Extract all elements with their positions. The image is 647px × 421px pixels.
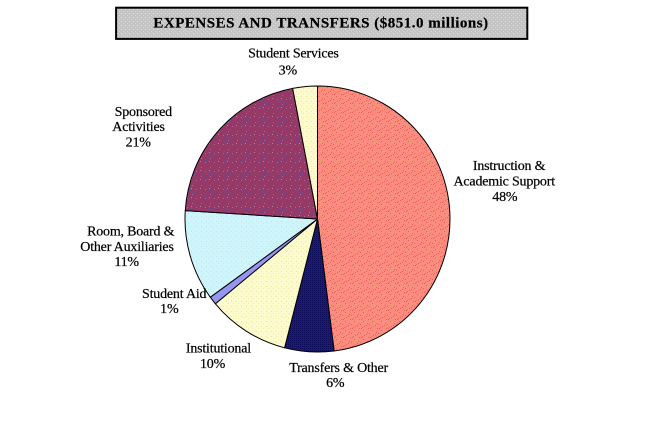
svg-text:Instruction &: Instruction & (473, 159, 546, 174)
svg-text:Sponsored: Sponsored (115, 105, 173, 120)
svg-text:48%: 48% (492, 190, 518, 205)
svg-text:Activities: Activities (112, 120, 164, 135)
svg-text:3%: 3% (279, 63, 298, 78)
svg-text:10%: 10% (200, 357, 226, 372)
svg-text:Student Aid: Student Aid (142, 287, 207, 302)
svg-text:Other Auxiliaries: Other Auxiliaries (80, 240, 173, 255)
svg-text:11%: 11% (114, 255, 139, 270)
svg-text:21%: 21% (126, 135, 152, 150)
svg-text:Academic Support: Academic Support (454, 175, 556, 190)
svg-text:EXPENSES AND TRANSFERS ($851.0: EXPENSES AND TRANSFERS ($851.0 millions) (153, 16, 488, 32)
svg-text:Transfers & Other: Transfers & Other (289, 361, 388, 376)
svg-text:1%: 1% (160, 302, 179, 317)
svg-text:Student Services: Student Services (248, 47, 339, 62)
svg-text:6%: 6% (326, 376, 345, 391)
svg-text:Institutional: Institutional (186, 342, 251, 357)
svg-text:Room, Board &: Room, Board & (87, 225, 175, 240)
